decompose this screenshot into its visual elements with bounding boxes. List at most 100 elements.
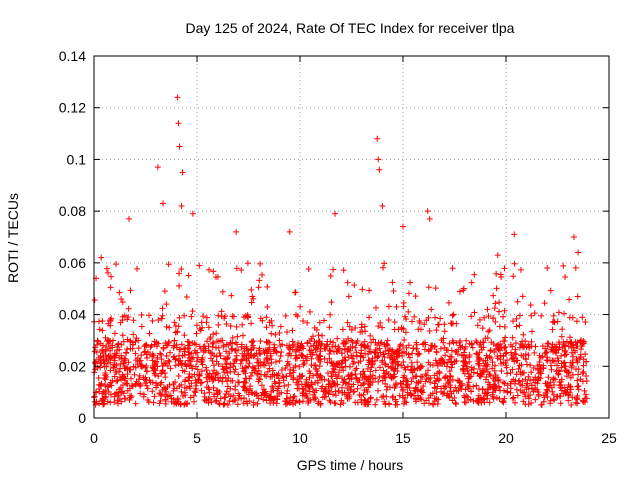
data-point — [225, 391, 232, 398]
data-point — [194, 377, 201, 384]
data-point — [215, 344, 222, 351]
data-point — [332, 400, 339, 407]
data-point — [468, 373, 475, 380]
data-point — [153, 380, 160, 387]
data-point — [131, 371, 138, 378]
data-point — [142, 374, 149, 381]
data-point — [420, 383, 427, 390]
data-points-layer — [91, 94, 590, 409]
data-point — [206, 374, 213, 381]
data-point — [183, 293, 190, 300]
data-point — [497, 271, 504, 278]
data-point — [206, 266, 213, 273]
data-point — [500, 399, 507, 406]
data-point — [229, 377, 236, 384]
data-point — [517, 266, 524, 273]
data-point — [246, 360, 253, 367]
data-point — [444, 375, 451, 382]
data-point — [210, 384, 217, 391]
data-point — [394, 361, 401, 368]
data-point — [511, 399, 518, 406]
data-point — [173, 400, 180, 407]
data-point — [528, 369, 535, 376]
data-point — [170, 387, 177, 394]
data-point — [172, 362, 179, 369]
data-point — [118, 352, 125, 359]
data-point — [213, 353, 220, 360]
data-point — [124, 381, 131, 388]
data-point — [361, 323, 368, 330]
data-point — [559, 326, 566, 333]
data-point — [102, 334, 109, 341]
data-point — [566, 296, 573, 303]
data-point — [178, 388, 185, 395]
data-point — [250, 402, 257, 409]
data-point — [561, 348, 568, 355]
data-point — [558, 387, 565, 394]
data-point — [178, 381, 185, 388]
data-point — [381, 353, 388, 360]
data-point — [160, 200, 167, 207]
data-point — [512, 340, 519, 347]
data-point — [308, 355, 315, 362]
data-point — [483, 352, 490, 359]
data-point — [197, 327, 204, 334]
data-point — [166, 349, 173, 356]
data-point — [298, 381, 305, 388]
data-point — [423, 376, 430, 383]
data-point — [179, 169, 186, 176]
data-point — [285, 352, 292, 359]
data-point — [305, 266, 312, 273]
data-point — [493, 394, 500, 401]
data-point — [401, 372, 408, 379]
data-point — [130, 363, 137, 370]
data-point — [483, 374, 490, 381]
data-point — [486, 327, 493, 334]
data-point — [236, 379, 243, 386]
data-point — [558, 376, 565, 383]
data-point — [558, 333, 565, 340]
data-point — [160, 345, 167, 352]
data-point — [409, 363, 416, 370]
data-point — [113, 261, 120, 268]
data-point — [367, 332, 374, 339]
data-point — [350, 389, 357, 396]
data-point — [127, 287, 134, 294]
data-point — [467, 396, 474, 403]
data-point — [366, 287, 373, 294]
data-point — [349, 343, 356, 350]
data-point — [491, 386, 498, 393]
data-point — [241, 365, 248, 372]
data-point — [383, 368, 390, 375]
data-point — [487, 372, 494, 379]
data-point — [524, 361, 531, 368]
data-point — [334, 335, 341, 342]
data-point — [102, 376, 109, 383]
data-point — [262, 392, 269, 399]
data-point — [330, 339, 337, 346]
data-point — [291, 393, 298, 400]
data-point — [484, 368, 491, 375]
data-point — [573, 366, 580, 373]
data-point — [485, 313, 492, 320]
data-point — [389, 346, 396, 353]
data-point — [257, 315, 264, 322]
data-point — [495, 376, 502, 383]
data-point — [460, 357, 467, 364]
data-point — [567, 334, 574, 341]
data-point — [199, 324, 206, 331]
data-point — [294, 343, 301, 350]
data-point — [137, 390, 144, 397]
data-point — [243, 357, 250, 364]
data-point — [221, 369, 228, 376]
data-point — [307, 308, 314, 315]
data-point — [254, 400, 261, 407]
data-point — [128, 375, 135, 382]
grid-layer — [94, 56, 609, 418]
data-point — [340, 367, 347, 374]
data-point — [242, 387, 249, 394]
data-point — [485, 328, 492, 335]
data-point — [179, 367, 186, 374]
data-point — [560, 262, 567, 269]
